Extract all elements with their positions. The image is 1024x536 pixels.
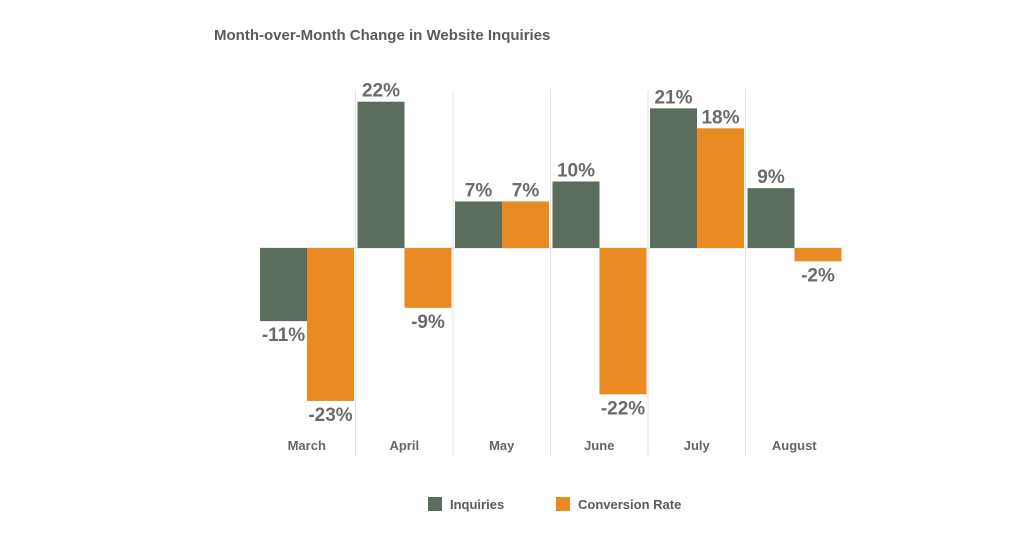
value-labels-layer: -11% -23% 22% -9% 7% 7% 10% -22% 21% 18% 9% -2% [262,81,835,426]
bar-inquiries [455,201,502,248]
data-label: 7% [465,180,493,201]
legend: Inquiries Conversion Rate [428,497,681,512]
bar-inquiries [260,248,307,322]
bar-conversion-rate [404,248,452,308]
legend-swatch-conversion-rate [556,497,570,511]
bar-conversion-rate [697,128,744,248]
data-label: -23% [308,405,352,426]
data-label: 7% [512,180,540,201]
bars-layer [260,101,842,401]
legend-label-conversion-rate: Conversion Rate [578,497,681,512]
chart-title: Month-over-Month Change in Website Inqui… [214,27,550,44]
data-label: 21% [654,87,692,108]
bar-inquiries [552,181,600,248]
legend-label-inquiries: Inquiries [450,497,504,512]
bar-conversion-rate [599,248,647,395]
legend-swatch-inquiries [428,497,442,511]
data-label: -2% [801,265,835,286]
category-label: April [389,438,419,453]
data-label: 18% [701,107,739,128]
data-label: -22% [601,398,645,419]
category-label: March [288,438,326,453]
data-label: 9% [757,167,785,188]
data-label: -9% [411,312,445,333]
category-label: August [772,438,817,453]
category-label: June [584,438,614,453]
bar-conversion-rate [502,201,549,248]
bar-conversion-rate [307,248,354,401]
bar-inquiries [357,101,405,248]
category-label: May [489,438,515,453]
bar-inquiries [747,188,795,248]
data-label: 10% [557,161,595,182]
data-label: -11% [262,325,305,346]
data-label: 22% [362,81,400,102]
category-separators [355,90,746,455]
category-labels-layer: March April May June July August [288,438,818,453]
bar-conversion-rate [794,248,842,262]
bar-inquiries [650,108,697,248]
category-label: July [684,438,711,453]
